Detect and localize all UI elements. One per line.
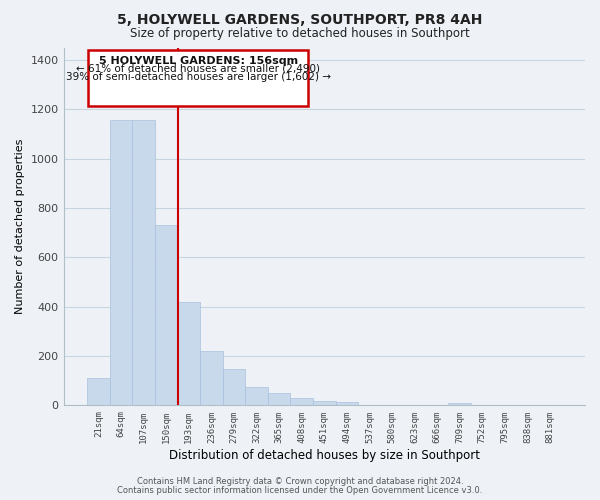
Text: Size of property relative to detached houses in Southport: Size of property relative to detached ho… (130, 28, 470, 40)
Bar (178, 302, 200, 406)
Bar (155, 225, 178, 406)
Y-axis label: Number of detached properties: Number of detached properties (15, 139, 25, 314)
Text: ← 61% of detached houses are smaller (2,490): ← 61% of detached houses are smaller (2,… (76, 64, 320, 74)
Bar (313, 401, 335, 406)
Bar (268, 393, 290, 406)
Text: Contains HM Land Registry data © Crown copyright and database right 2024.: Contains HM Land Registry data © Crown c… (137, 477, 463, 486)
Bar (448, 404, 471, 406)
Text: 39% of semi-detached houses are larger (1,602) →: 39% of semi-detached houses are larger (… (65, 72, 331, 82)
Text: 5 HOLYWELL GARDENS: 156sqm: 5 HOLYWELL GARDENS: 156sqm (98, 56, 298, 66)
Bar (223, 369, 245, 406)
Bar (110, 120, 133, 406)
Bar (200, 351, 223, 406)
Bar (87, 378, 110, 406)
Text: Contains public sector information licensed under the Open Government Licence v3: Contains public sector information licen… (118, 486, 482, 495)
Bar (133, 120, 155, 406)
X-axis label: Distribution of detached houses by size in Southport: Distribution of detached houses by size … (169, 450, 480, 462)
Bar (290, 398, 313, 406)
Bar (245, 387, 268, 406)
Bar (88, 50, 308, 106)
Bar (335, 402, 358, 406)
Text: 5, HOLYWELL GARDENS, SOUTHPORT, PR8 4AH: 5, HOLYWELL GARDENS, SOUTHPORT, PR8 4AH (118, 12, 482, 26)
